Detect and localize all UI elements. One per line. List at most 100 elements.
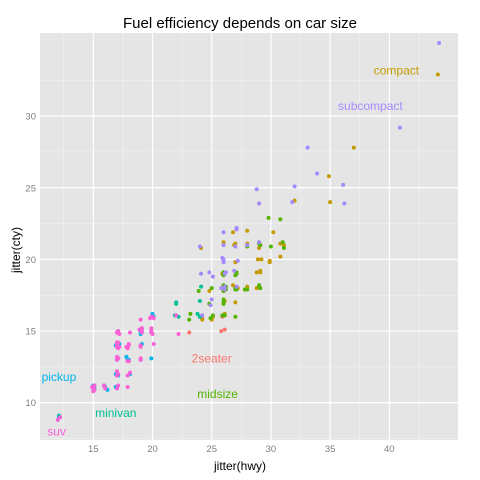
point-subcompact [222, 284, 227, 289]
point-subcompact [208, 303, 213, 308]
point-compact [328, 200, 333, 205]
point-compact [259, 257, 264, 262]
class-annotations: compact subcompact 2seater midsize minivan pi… [42, 63, 420, 438]
point-suv [125, 359, 130, 364]
point-subcompact [292, 184, 297, 189]
point-suv [127, 370, 132, 375]
chart-title: Fuel efficiency depends on car size [123, 15, 357, 32]
x-tick-label: 30 [266, 444, 277, 455]
point-suv [151, 341, 156, 346]
point-2seater [222, 327, 227, 332]
point-subcompact [257, 201, 262, 206]
x-tick-label: 35 [325, 444, 336, 455]
point-midsize [221, 297, 226, 302]
x-tick-label: 25 [206, 444, 217, 455]
point-subcompact [207, 270, 212, 275]
point-subcompact [235, 258, 240, 263]
point-midsize [221, 300, 226, 305]
point-compact [245, 228, 250, 233]
point-subcompact [200, 313, 205, 318]
point-suv [91, 389, 96, 394]
point-suv [92, 383, 97, 388]
point-midsize [208, 316, 213, 321]
point-subcompact [305, 145, 310, 150]
point-suv [176, 331, 181, 336]
point-pickup [124, 354, 129, 359]
x-tick-label: 15 [88, 444, 99, 455]
point-midsize [196, 288, 201, 293]
point-suv [58, 415, 63, 420]
point-subcompact [315, 171, 320, 176]
point-suv [125, 384, 130, 389]
annotation-suv: suv [47, 424, 66, 438]
point-subcompact [254, 187, 259, 192]
point-2seater [219, 329, 224, 334]
point-midsize [220, 313, 225, 318]
point-compact [326, 174, 331, 179]
point-compact [245, 284, 250, 289]
point-midsize [209, 286, 214, 291]
point-subcompact [221, 260, 226, 265]
point-suv [116, 340, 121, 345]
point-subcompact [222, 271, 227, 276]
x-tick-label: 20 [147, 444, 158, 455]
point-subcompact [219, 286, 224, 291]
point-suv [139, 326, 144, 331]
point-minivan [197, 298, 202, 303]
point-compact [200, 317, 205, 322]
annotation-subcompact: subcompact [338, 99, 403, 113]
point-midsize [233, 314, 238, 319]
annotation-2seater: 2seater [192, 351, 232, 365]
point-suv [127, 330, 132, 335]
point-subcompact [234, 284, 239, 289]
point-subcompact [197, 244, 202, 249]
point-compact [267, 260, 272, 265]
point-subcompact [222, 287, 227, 292]
point-midsize [245, 287, 250, 292]
point-minivan [174, 301, 179, 306]
point-subcompact [290, 200, 295, 205]
point-suv [114, 369, 119, 374]
x-tick-label: 40 [384, 444, 395, 455]
point-subcompact [209, 297, 214, 302]
point-subcompact [199, 271, 204, 276]
point-suv [116, 383, 121, 388]
point-suv [116, 356, 121, 361]
point-midsize [188, 311, 193, 316]
point-subcompact [234, 227, 239, 232]
point-suv [138, 317, 143, 322]
point-compact [255, 257, 260, 262]
point-compact [231, 283, 236, 288]
point-subcompact [342, 201, 347, 206]
point-midsize [280, 240, 285, 245]
point-subcompact [221, 243, 226, 248]
point-suv [101, 383, 106, 388]
point-suv [150, 314, 155, 319]
point-subcompact [221, 230, 226, 235]
point-minivan [195, 311, 200, 316]
plot-panel [40, 33, 458, 440]
y-axis-ticks: 10 15 20 25 30 [25, 112, 36, 410]
x-axis-ticks: 15 20 25 30 35 40 [88, 444, 395, 455]
point-suv [149, 329, 154, 334]
grid-lines [40, 33, 458, 440]
point-pickup [149, 356, 154, 361]
point-compact [258, 270, 263, 275]
point-suv [174, 313, 179, 318]
point-subcompact [245, 243, 250, 248]
point-midsize [187, 317, 192, 322]
point-compact [233, 241, 238, 246]
point-subcompact [221, 257, 226, 262]
y-tick-label: 30 [25, 112, 36, 123]
point-suv [138, 357, 143, 362]
point-compact [221, 240, 226, 245]
point-suv [139, 330, 144, 335]
point-compact [435, 72, 440, 77]
point-minivan [199, 284, 204, 289]
data-points [55, 41, 442, 422]
point-compact [254, 270, 259, 275]
annotation-pickup: pickup [42, 370, 77, 384]
point-suv [125, 373, 130, 378]
annotation-compact: compact [374, 63, 420, 77]
